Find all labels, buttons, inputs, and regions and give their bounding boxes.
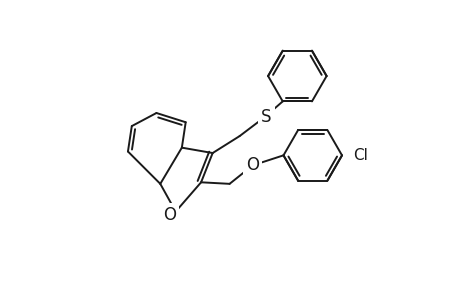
Text: S: S	[261, 108, 271, 126]
Text: Cl: Cl	[353, 148, 367, 163]
Text: O: O	[246, 156, 258, 174]
Text: O: O	[162, 206, 176, 224]
